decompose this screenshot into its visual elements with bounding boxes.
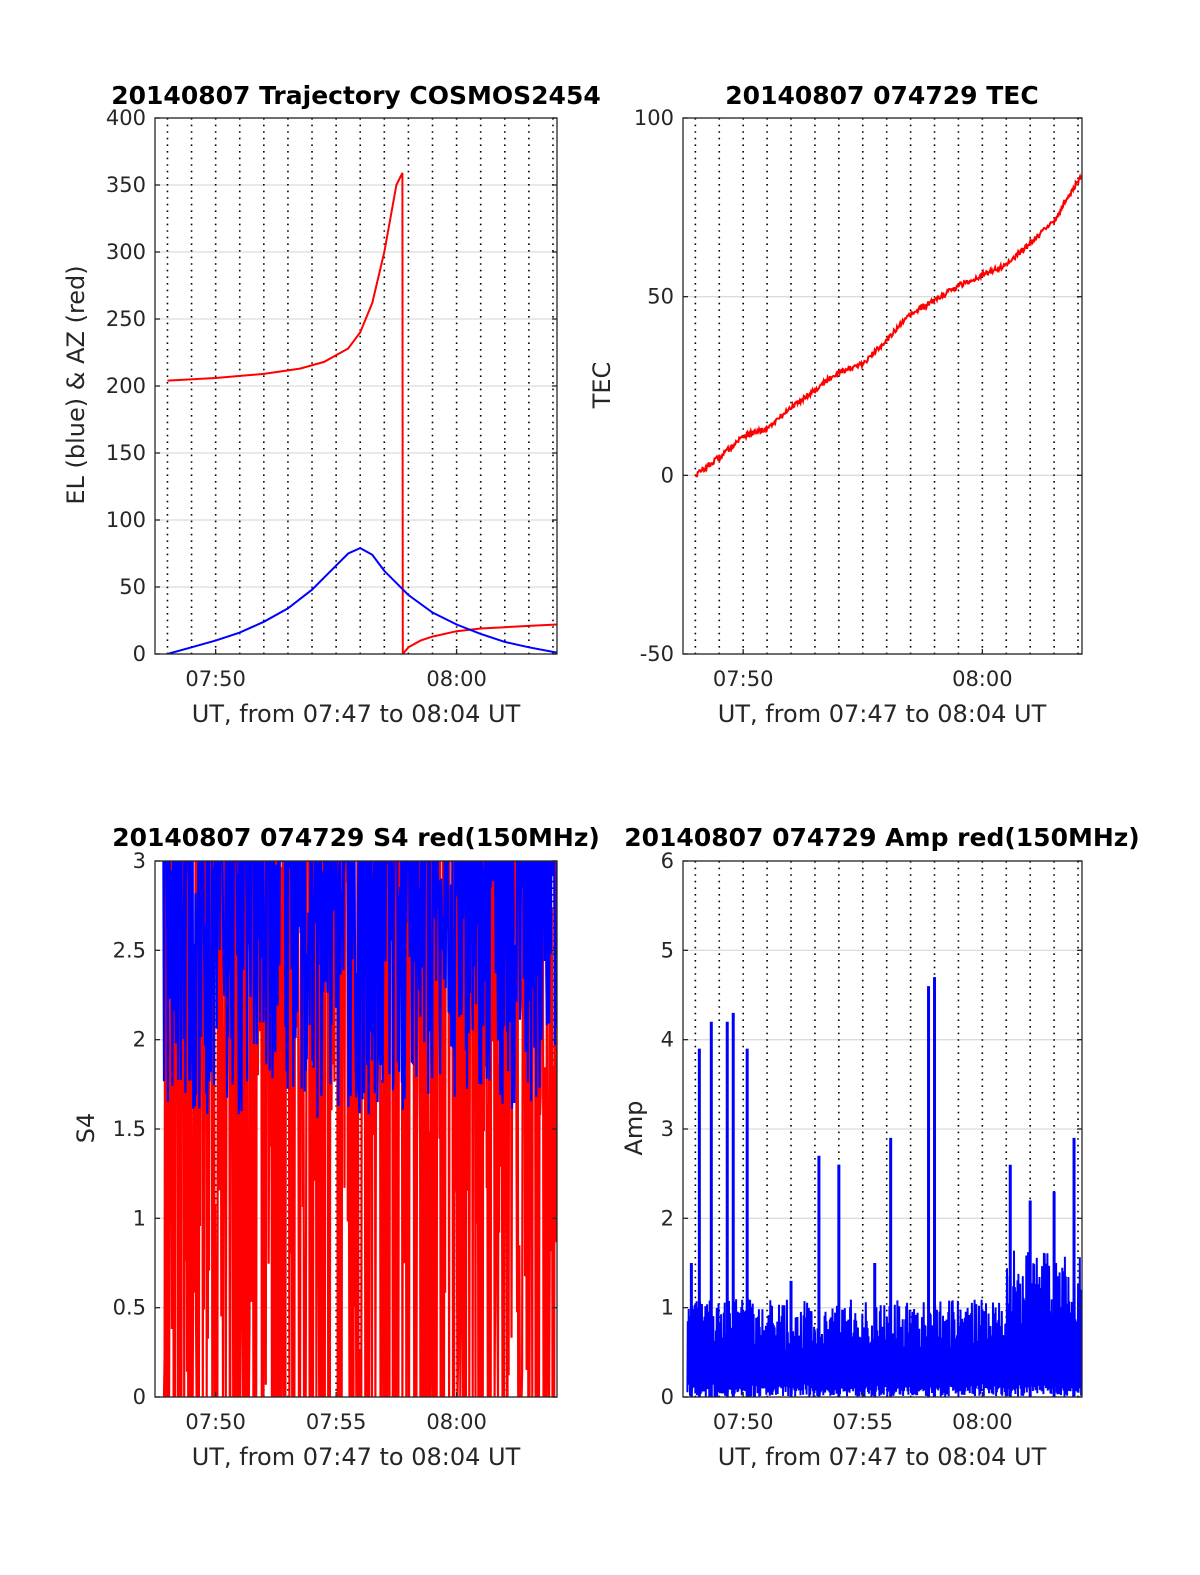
x-axis-label: UT, from 07:47 to 08:04 UT [192,700,521,728]
chart-title: 20140807 074729 TEC [725,81,1038,110]
y-axis-label: Amp [620,1100,648,1155]
y-tick-label: 0 [133,1385,146,1409]
x-axis-label: UT, from 07:47 to 08:04 UT [718,1443,1047,1471]
amp-panel: 20140807 074729 Amp red(150MHz) UT, from… [620,823,1140,1471]
y-axis-label: TEC [588,362,616,410]
y-tick-label: 200 [106,374,146,398]
x-tick-label: 07:50 [185,1410,246,1434]
x-tick-label: 08:00 [426,1410,487,1434]
x-tick-label: 07:50 [185,667,246,691]
y-tick-label: 1 [133,1206,146,1230]
y-tick-label: 1.5 [113,1117,146,1141]
y-tick-label: -50 [640,642,674,666]
x-tick-label: 07:55 [306,1410,367,1434]
y-tick-label: 0 [661,463,674,487]
y-tick-label: 1 [661,1296,674,1320]
x-axis-label: UT, from 07:47 to 08:04 UT [718,700,1047,728]
y-tick-label: 3 [661,1117,674,1141]
y-tick-label: 250 [106,307,146,331]
chart-title: 20140807 074729 S4 red(150MHz) [112,823,600,852]
y-tick-label: 6 [661,849,674,873]
y-tick-label: 400 [106,106,146,130]
chart-title: 20140807 Trajectory COSMOS2454 [111,81,601,110]
y-tick-label: 0 [661,1385,674,1409]
x-tick-label: 08:00 [952,667,1013,691]
series-line-tec [694,172,1082,478]
x-tick-label: 08:00 [426,667,487,691]
y-tick-label: 2.5 [113,938,146,962]
y-tick-label: 50 [119,575,146,599]
y-tick-label: 50 [647,285,674,309]
trajectory-panel: 20140807 Trajectory COSMOS2454 UT, from … [62,81,601,728]
y-tick-label: 5 [661,938,674,962]
y-tick-label: 0 [133,642,146,666]
y-tick-label: 150 [106,441,146,465]
series-line-amp [686,1250,1082,1397]
x-axis-label: UT, from 07:47 to 08:04 UT [192,1443,521,1471]
y-tick-label: 3 [133,849,146,873]
y-tick-label: 100 [634,106,674,130]
y-axis-label: EL (blue) & AZ (red) [62,265,90,504]
y-tick-label: 100 [106,508,146,532]
tec-panel: 20140807 074729 TEC UT, from 07:47 to 08… [588,81,1083,728]
series-line-el [167,546,557,654]
y-tick-label: 0.5 [113,1296,146,1320]
x-tick-label: 08:00 [952,1410,1013,1434]
chart-title: 20140807 074729 Amp red(150MHz) [624,823,1140,852]
s4-panel: 20140807 074729 S4 red(150MHz) UT, from … [72,823,600,1471]
y-tick-label: 2 [661,1206,674,1230]
y-tick-label: 350 [106,173,146,197]
plot-frame [682,117,1083,655]
x-tick-label: 07:55 [833,1410,894,1434]
series-line-red [162,861,557,1397]
x-tick-label: 07:50 [713,667,774,691]
y-tick-label: 300 [106,240,146,264]
y-tick-label: 4 [661,1028,674,1052]
y-tick-label: 2 [133,1028,146,1052]
y-axis-label: S4 [72,1113,100,1144]
x-tick-label: 07:50 [713,1410,774,1434]
series-line-az [167,172,557,654]
